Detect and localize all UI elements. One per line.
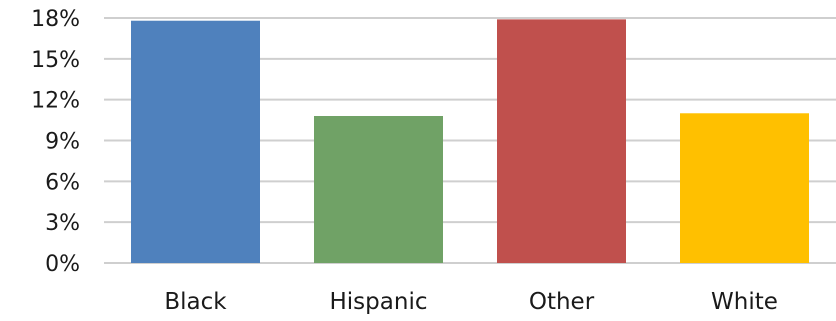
y-axis-tick-labels: 0% 3% 6% 9% 12% 15% 18%	[31, 7, 80, 277]
bars	[131, 19, 809, 264]
bar-other	[497, 19, 626, 263]
x-category-label: White	[711, 289, 778, 315]
y-tick-label: 3%	[45, 211, 80, 236]
x-axis-category-labels: Black Hispanic Other White	[164, 289, 778, 315]
y-tick-label: 18%	[31, 7, 80, 32]
bar-white	[680, 113, 809, 264]
y-tick-label: 9%	[45, 130, 80, 155]
x-category-label: Other	[529, 289, 595, 315]
bar-black	[131, 20, 260, 263]
y-tick-label: 15%	[31, 48, 80, 73]
y-tick-label: 12%	[31, 89, 80, 114]
x-category-label: Black	[164, 289, 227, 315]
y-tick-label: 6%	[45, 170, 80, 195]
bar-hispanic	[314, 116, 443, 263]
x-category-label: Hispanic	[330, 289, 428, 315]
y-tick-label: 0%	[45, 252, 80, 277]
